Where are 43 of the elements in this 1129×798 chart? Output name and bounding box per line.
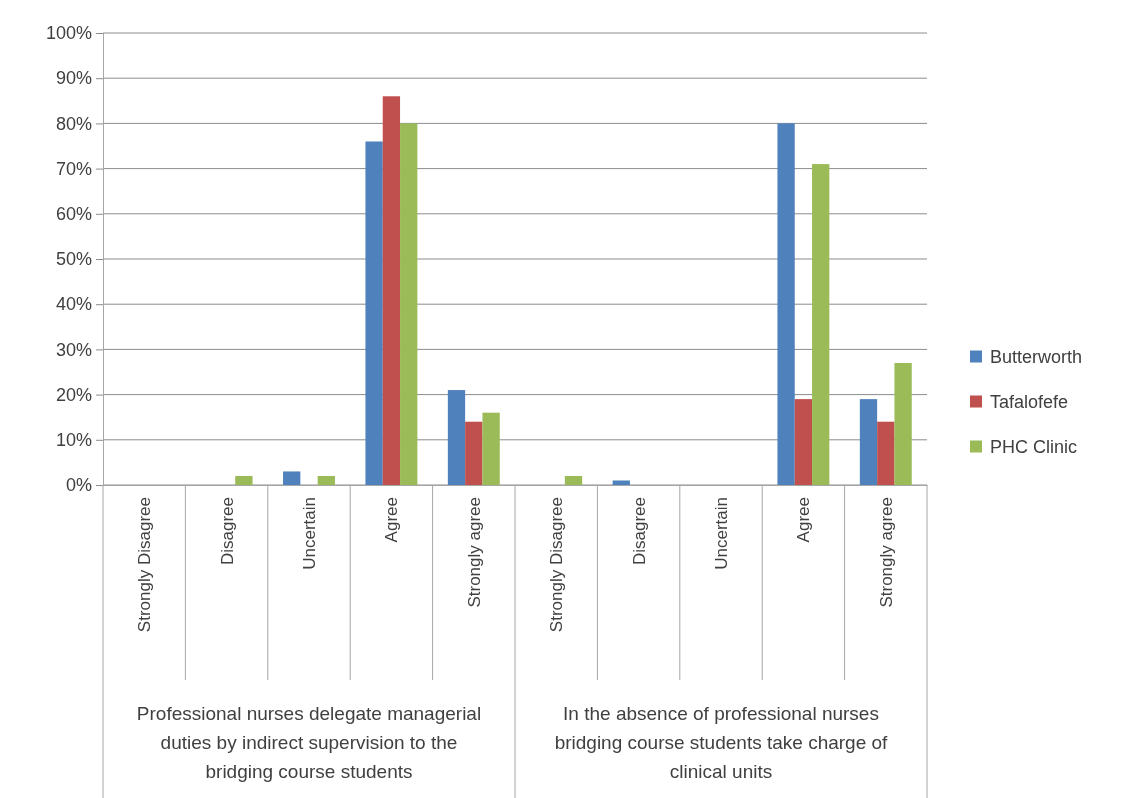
x-tick-label: Uncertain: [299, 497, 319, 570]
y-tick-label: 40%: [55, 294, 92, 315]
bar: [365, 141, 383, 485]
bar: [400, 123, 418, 485]
y-tick-label: 0%: [65, 475, 92, 496]
x-tick-label: Strongly agree: [876, 497, 896, 608]
bar: [465, 421, 483, 485]
x-tick-label: Agree: [382, 497, 402, 543]
y-tick-label: 100%: [45, 23, 92, 44]
bar: [482, 412, 500, 485]
x-tick-label: Strongly Disagree: [135, 497, 155, 633]
text: In the absence of professional nurses bridging course students take charge of clinical units: [554, 703, 889, 782]
legend-label: PHC Clinic: [990, 436, 1078, 457]
legend-label: Tafalofefe: [990, 391, 1069, 412]
y-tick-label: 80%: [55, 113, 92, 134]
bar: [612, 480, 630, 485]
x-tick-label: Strongly agree: [464, 497, 484, 608]
x-tick-label: Agree: [794, 497, 814, 543]
bar: [283, 471, 301, 485]
x-tick-label: Disagree: [629, 497, 649, 566]
y-tick-label: 90%: [55, 68, 92, 89]
y-tick-label: 10%: [55, 430, 92, 451]
bar: [894, 362, 912, 485]
bar: [447, 390, 466, 485]
text: Professional nurses delegate managerial duties by indirect supervision to the bridging course students: [136, 703, 482, 782]
bar: [812, 164, 830, 485]
y-tick-label: 70%: [55, 158, 92, 179]
bar: [382, 96, 401, 485]
bar: [317, 475, 335, 485]
y-tick-label: 50%: [55, 249, 92, 270]
x-tick-label: Uncertain: [711, 497, 731, 570]
bar: [777, 123, 795, 485]
bar: [859, 399, 878, 485]
y-tick-label: 30%: [55, 339, 92, 360]
x-tick-label: Disagree: [217, 497, 237, 566]
bar: [564, 475, 583, 485]
y-tick-label: 20%: [55, 384, 92, 405]
bar: [877, 421, 895, 485]
legend-label: Butterworth: [990, 346, 1083, 367]
bar: [235, 475, 253, 485]
bar: [794, 399, 813, 485]
x-tick-label: Strongly Disagree: [547, 497, 567, 633]
y-tick-label: 60%: [55, 204, 92, 225]
